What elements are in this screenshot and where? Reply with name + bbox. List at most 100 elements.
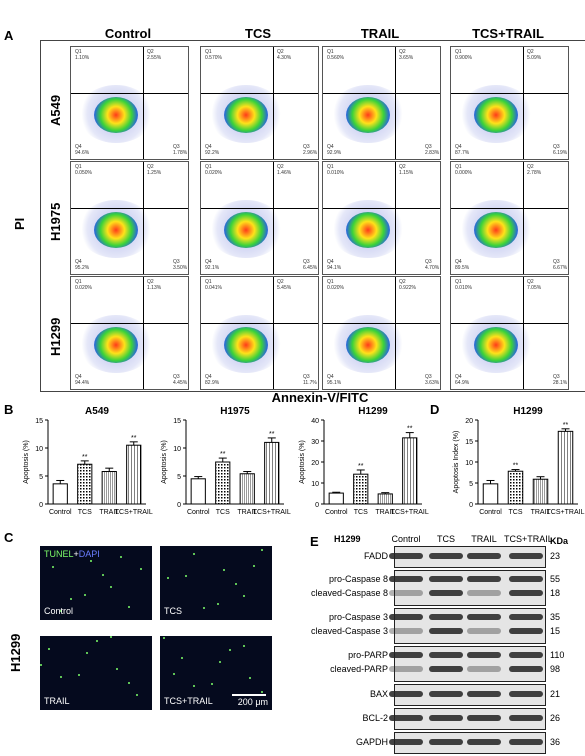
flow-plot: Q1 0.020% Q2 1.13% Q3 4.45% Q4 94.4% xyxy=(70,276,189,390)
blot-kda: 36 xyxy=(550,737,561,747)
panel-d-letter: D xyxy=(430,402,440,417)
quadrant-label-q3: Q3 3.63% xyxy=(425,374,439,386)
chart-title: A549 xyxy=(85,406,109,417)
blot-column-3: TCS+TRAIL xyxy=(504,534,553,544)
blot-label: BCL-2 xyxy=(362,713,388,723)
column-title-3: TCS+TRAIL xyxy=(472,26,544,41)
blot-column-2: TRAIL xyxy=(471,534,497,544)
quadrant-label-q2: Q2 1.46% xyxy=(277,164,291,176)
blot-band xyxy=(509,652,543,658)
bar-2 xyxy=(377,493,393,505)
blot-label: pro-PARP xyxy=(348,650,388,660)
x-tick-label: Control xyxy=(325,509,348,516)
quadrant-percent: 7.05% xyxy=(527,285,542,291)
tunel-positive-cell xyxy=(185,575,187,577)
blot-band xyxy=(467,590,501,596)
quadrant-name: Q3 xyxy=(553,259,560,265)
quadrant-label-q4: Q4 64.9% xyxy=(455,374,469,386)
blot-band xyxy=(467,614,501,620)
tunel-positive-cell xyxy=(193,685,195,687)
quadrant-label-q4: Q4 92.1% xyxy=(205,259,219,271)
tunel-image-label: Control xyxy=(44,606,74,616)
quadrant-percent: 89.5% xyxy=(455,265,470,271)
tunel-positive-cell xyxy=(110,636,112,638)
quadrant-percent: 0.560% xyxy=(327,55,344,61)
quadrant-vline xyxy=(523,47,524,159)
x-tick-label: Control xyxy=(49,509,72,516)
quadrant-percent: 95.1% xyxy=(327,380,342,386)
blot-band xyxy=(429,576,463,582)
x-tick-label: TCS xyxy=(354,509,368,516)
tunel-positive-cell xyxy=(120,556,122,558)
quadrant-percent: 2.96% xyxy=(303,150,318,156)
quadrant-percent: 94.1% xyxy=(327,265,342,271)
quadrant-name: Q2 xyxy=(399,279,406,285)
quadrant-label-q1: Q1 0.050% xyxy=(75,164,92,176)
quadrant-percent: 0.020% xyxy=(205,170,222,176)
tunel-positive-cell xyxy=(128,682,130,684)
scatter-density xyxy=(94,97,138,133)
quadrant-label-q2: Q2 7.05% xyxy=(527,279,541,291)
quadrant-percent: 0.020% xyxy=(75,285,92,291)
quadrant-label-q2: Q2 1.13% xyxy=(147,279,161,291)
quadrant-label-q3: Q3 3.50% xyxy=(173,259,187,271)
quadrant-vline xyxy=(273,162,274,274)
blot-kda: 98 xyxy=(550,664,561,674)
scatter-density xyxy=(346,327,390,363)
blot-band xyxy=(509,715,543,721)
quadrant-name: Q4 xyxy=(327,144,334,150)
legend-plus: + xyxy=(73,549,79,559)
x-tick-label: TCS xyxy=(216,509,230,516)
quadrant-hline xyxy=(201,93,318,94)
blot-band xyxy=(509,590,543,596)
blot-band xyxy=(389,739,423,745)
panel-c-row-label: H1299 xyxy=(8,633,23,672)
tunel-image-label: TRAIL xyxy=(44,696,70,706)
quadrant-label-q1: Q1 0.020% xyxy=(205,164,222,176)
quadrant-label-q2: Q2 3.65% xyxy=(399,49,413,61)
tunel-positive-cell xyxy=(249,677,251,679)
significance-mark: ** xyxy=(131,435,137,442)
quadrant-hline xyxy=(71,93,188,94)
y-tick-label: 15 xyxy=(35,418,43,425)
scatter-density xyxy=(224,327,268,363)
x-tick-label: TCS+TRAIL xyxy=(253,509,291,516)
significance-mark: ** xyxy=(82,454,88,461)
blot-band xyxy=(467,652,501,658)
tunel-positive-cell xyxy=(163,637,165,639)
quadrant-percent: 0.020% xyxy=(327,285,344,291)
chart-title: H1299 xyxy=(513,406,543,417)
quadrant-name: Q4 xyxy=(455,144,462,150)
quadrant-percent: 87.7% xyxy=(455,150,470,156)
quadrant-label-q3: Q3 6.45% xyxy=(303,259,317,271)
scatter-density xyxy=(346,212,390,248)
quadrant-label-q4: Q4 95.1% xyxy=(327,374,341,386)
tunel-positive-cell xyxy=(40,664,42,666)
quadrant-label-q4: Q4 95.2% xyxy=(75,259,89,271)
quadrant-hline xyxy=(451,323,568,324)
bar-chart-h1299: H1299 0 10 20 30 40 Apoptosis (%) Control ** TCS T… xyxy=(299,406,429,516)
quadrant-percent: 3.50% xyxy=(173,265,188,271)
significance-mark: ** xyxy=(513,463,519,470)
quadrant-name: Q2 xyxy=(147,279,154,285)
quadrant-percent: 0.041% xyxy=(205,285,222,291)
y-tick-label: 5 xyxy=(177,474,181,481)
quadrant-label-q3: Q3 11.7% xyxy=(303,374,317,386)
scatter-density xyxy=(224,97,268,133)
blot-label: cleaved-Caspase 3 xyxy=(310,626,388,636)
y-axis-label: Apoptosis Index (%) xyxy=(453,431,460,494)
quadrant-name: Q2 xyxy=(147,49,154,55)
legend-dapi: DAPI xyxy=(78,549,100,559)
quadrant-vline xyxy=(143,47,144,159)
blot-label: cleaved-PARP xyxy=(330,664,388,674)
quadrant-percent: 92.2% xyxy=(205,150,220,156)
quadrant-percent: 6.45% xyxy=(303,265,318,271)
quadrant-percent: 2.55% xyxy=(147,55,162,61)
flow-plot: Q1 0.041% Q2 5.45% Q3 11.7% Q4 82.9% xyxy=(200,276,319,390)
tunel-positive-cell xyxy=(223,569,225,571)
quadrant-label-q1: Q1 0.010% xyxy=(455,279,472,291)
quadrant-percent: 5.45% xyxy=(277,285,292,291)
blot-band xyxy=(389,666,423,672)
y-tick-label: 10 xyxy=(35,446,43,453)
quadrant-vline xyxy=(273,47,274,159)
